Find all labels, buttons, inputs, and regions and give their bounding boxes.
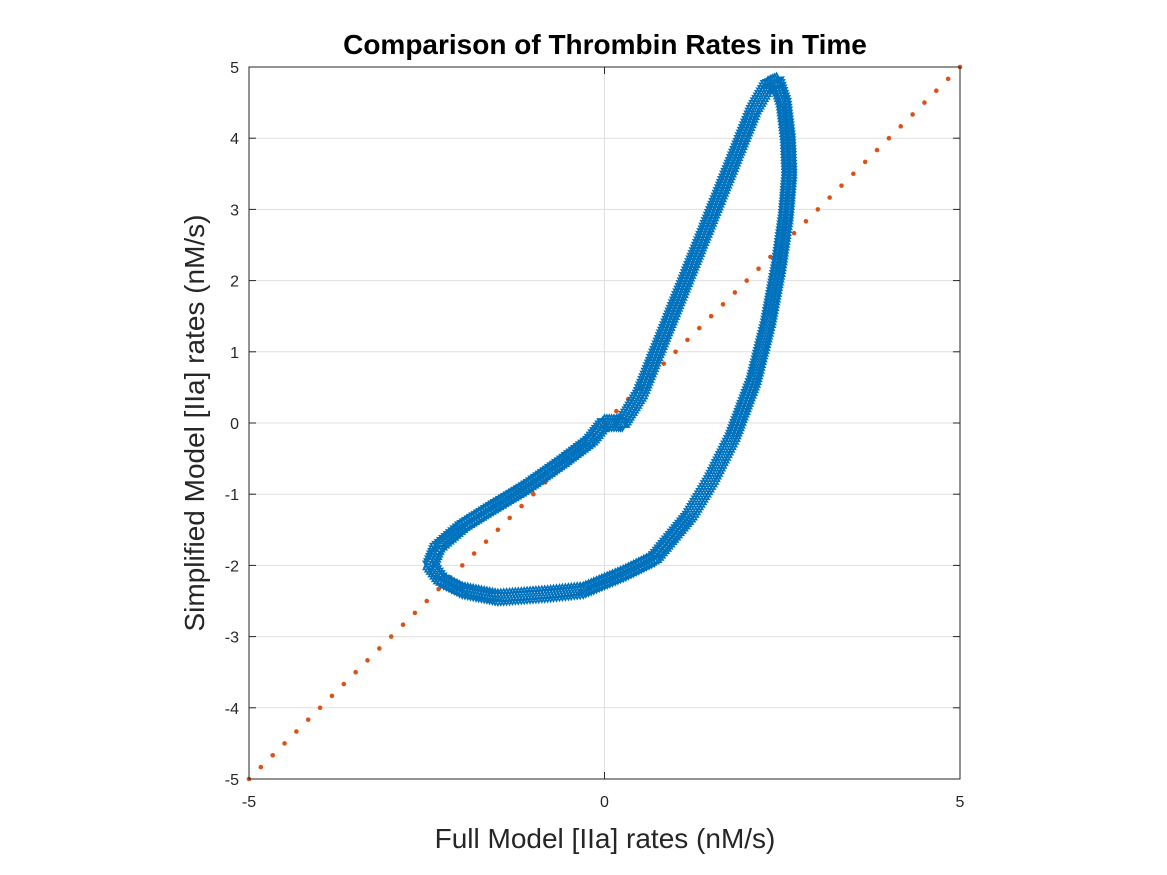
identity-point xyxy=(507,515,512,521)
identity-point xyxy=(697,325,702,331)
y-tick-label: -1 xyxy=(225,487,239,504)
y-tick-label: 0 xyxy=(230,416,239,433)
identity-point xyxy=(483,539,489,544)
y-tick-label: -3 xyxy=(225,630,239,647)
identity-point xyxy=(460,563,465,568)
identity-point xyxy=(471,551,477,556)
identity-point xyxy=(708,313,714,319)
identity-point xyxy=(934,88,939,94)
identity-point xyxy=(661,361,667,366)
axis-ticks: -5 0 5 -5 -4 -3 -2 -1 0 1 2 3 4 5 xyxy=(225,60,965,811)
identity-point xyxy=(400,622,406,628)
identity-point xyxy=(886,135,892,141)
identity-point xyxy=(827,195,832,200)
identity-point xyxy=(531,491,536,497)
y-tick-label: 1 xyxy=(230,345,239,362)
identity-point xyxy=(495,527,501,533)
identity-point xyxy=(720,302,726,307)
identity-point xyxy=(874,147,880,153)
identity-point xyxy=(685,337,690,343)
y-tick-label: 4 xyxy=(230,131,239,148)
identity-point xyxy=(365,658,370,663)
chart-title: Comparison of Thrombin Rates in Time xyxy=(343,29,867,60)
identity-point xyxy=(673,349,678,355)
loop-point xyxy=(594,415,612,435)
loop-point xyxy=(777,203,795,224)
y-tick-label: 5 xyxy=(230,60,239,77)
identity-point xyxy=(862,159,868,165)
identity-point xyxy=(898,124,904,129)
x-tick-label: 0 xyxy=(600,794,609,811)
identity-point xyxy=(377,646,382,651)
identity-point xyxy=(922,100,927,105)
y-tick-label: 2 xyxy=(230,274,239,291)
identity-point xyxy=(424,598,430,604)
identity-point xyxy=(305,717,311,722)
identity-point xyxy=(317,705,323,711)
identity-point xyxy=(803,218,809,224)
identity-point xyxy=(945,76,951,82)
identity-point xyxy=(851,171,856,177)
identity-point xyxy=(815,207,821,212)
identity-point xyxy=(282,741,287,746)
loop-point xyxy=(777,201,795,221)
x-tick-label: 5 xyxy=(956,794,965,811)
identity-point xyxy=(341,681,347,687)
y-tick-label: -4 xyxy=(225,701,239,718)
identity-point xyxy=(614,408,619,414)
identity-point xyxy=(839,183,844,188)
y-tick-label: -2 xyxy=(225,558,239,575)
identity-point xyxy=(744,278,749,283)
identity-point xyxy=(329,693,335,699)
identity-point xyxy=(353,669,358,675)
x-axis-label: Full Model [IIa] rates (nM/s) xyxy=(435,823,776,854)
identity-point xyxy=(732,290,738,295)
loop-point xyxy=(550,454,568,474)
identity-point xyxy=(412,610,418,616)
x-tick-label: -5 xyxy=(242,794,256,811)
identity-point xyxy=(756,266,761,272)
identity-point xyxy=(270,752,276,758)
identity-point xyxy=(910,112,915,117)
y-tick-label: -5 xyxy=(225,772,239,789)
identity-point xyxy=(388,634,394,639)
plot-data xyxy=(246,64,963,782)
loop-point xyxy=(579,432,597,453)
y-tick-label: 3 xyxy=(230,202,239,219)
identity-point xyxy=(258,764,264,770)
identity-point xyxy=(791,230,797,236)
y-axis-label: Simplified Model [IIa] rates (nM/s) xyxy=(179,214,210,631)
identity-point xyxy=(294,729,299,734)
identity-point xyxy=(519,503,524,509)
identity-point xyxy=(436,586,441,592)
